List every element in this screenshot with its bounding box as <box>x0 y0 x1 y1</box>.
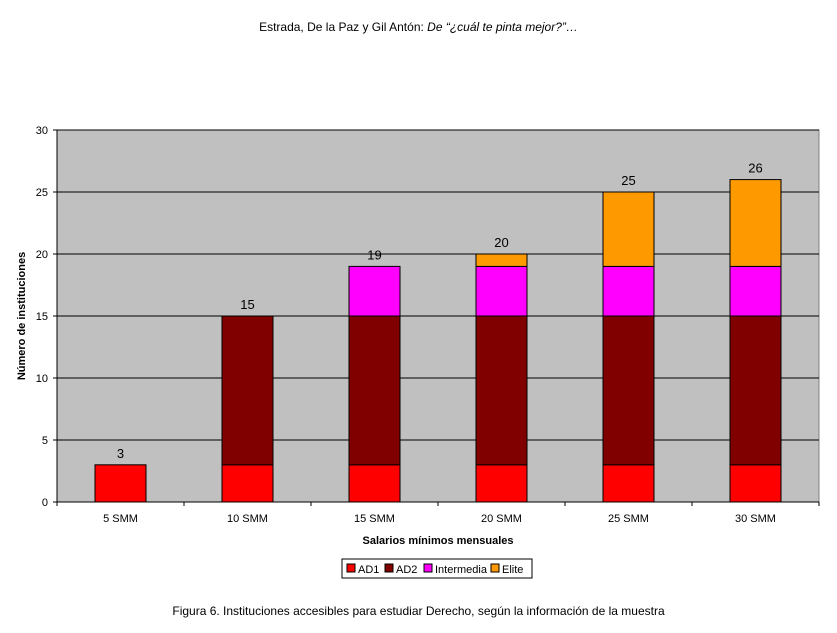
bar-segment-elite <box>475 253 528 267</box>
legend-label: Elite <box>502 564 523 576</box>
data-label-total: 15 <box>240 297 254 312</box>
bar-segment-ad1 <box>94 464 147 503</box>
data-label-total: 19 <box>367 247 381 262</box>
bar-segment-ad1 <box>729 464 782 503</box>
x-tick-label: 5 SMM <box>103 513 138 525</box>
figure-caption: Figura 6. Instituciones accesibles para … <box>172 604 665 618</box>
data-label-total: 3 <box>117 446 124 461</box>
legend-swatch-intermedia <box>423 563 433 573</box>
bar-segment-intermedia <box>475 265 528 317</box>
legend-label: AD1 <box>358 564 379 576</box>
bar-segment-intermedia <box>602 265 655 317</box>
bar-segment-ad2 <box>221 315 274 466</box>
data-label-total: 20 <box>494 235 508 250</box>
bar-segment-ad2 <box>729 315 782 466</box>
bar-segment-intermedia <box>729 265 782 317</box>
x-tick-label: 15 SMM <box>354 513 395 525</box>
bar-segment-elite <box>729 179 782 267</box>
y-tick-label: 10 <box>36 373 48 385</box>
legend-label: AD2 <box>396 564 417 576</box>
x-tick-label: 10 SMM <box>227 513 268 525</box>
bar-segment-ad2 <box>602 315 655 466</box>
header-authors: Estrada, De la Paz y Gil Antón: <box>259 20 424 34</box>
bar-segment-elite <box>602 191 655 267</box>
bar-segment-intermedia <box>348 265 401 317</box>
x-tick-label: 30 SMM <box>735 513 776 525</box>
y-tick-label: 15 <box>36 311 48 323</box>
running-header: Estrada, De la Paz y Gil Antón: De “¿cuá… <box>0 20 837 34</box>
header-article-title: De “¿cuál te pinta mejor?”… <box>427 20 578 34</box>
y-tick-label: 25 <box>36 187 48 199</box>
y-tick-label: 30 <box>36 125 48 137</box>
data-label-total: 26 <box>748 161 762 176</box>
y-tick-label: 0 <box>42 497 48 509</box>
bar-segment-ad1 <box>475 464 528 503</box>
bar-segment-ad2 <box>348 315 401 466</box>
data-label-total: 25 <box>621 173 635 188</box>
x-axis-title: Salarios mínimos mensuales <box>362 535 513 547</box>
y-tick-label: 5 <box>42 435 48 447</box>
x-tick-label: 25 SMM <box>608 513 649 525</box>
bar-segment-ad1 <box>221 464 274 503</box>
bar-segment-ad1 <box>348 464 401 503</box>
legend-swatch-elite <box>490 563 500 573</box>
legend-swatch-ad1 <box>346 563 356 573</box>
y-axis-title: Número de instituciones <box>16 252 28 380</box>
bar-segment-ad2 <box>475 315 528 466</box>
legend-swatch-ad2 <box>384 563 394 573</box>
y-tick-label: 20 <box>36 249 48 261</box>
legend-label: Intermedia <box>435 564 488 576</box>
bar-segment-ad1 <box>602 464 655 503</box>
x-tick-label: 20 SMM <box>481 513 522 525</box>
